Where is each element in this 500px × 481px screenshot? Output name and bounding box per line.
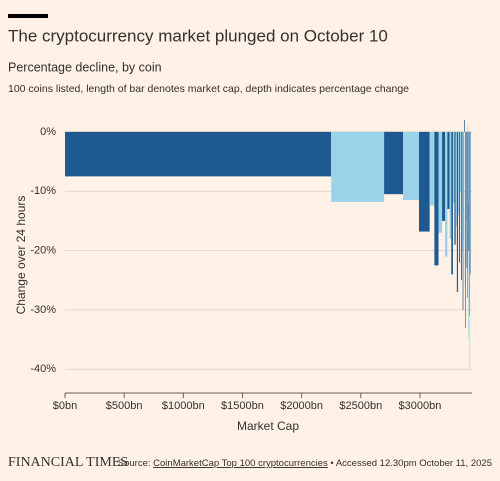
x-tick-label: $2500bn <box>339 400 382 412</box>
description: 100 coins listed, length of bar denotes … <box>8 83 409 95</box>
bar <box>468 131 470 251</box>
bar <box>449 131 452 239</box>
top-rule <box>8 14 48 18</box>
x-tick-label: $2000bn <box>280 400 323 412</box>
x-tick-label: $1000bn <box>162 400 205 412</box>
bar <box>454 131 456 245</box>
bar <box>455 131 457 227</box>
bar <box>465 131 466 328</box>
bar <box>456 131 459 293</box>
bar <box>442 131 446 221</box>
bar <box>452 131 455 204</box>
y-tick-label: -20% <box>30 244 56 256</box>
x-tick-label: $1500bn <box>221 400 264 412</box>
bar <box>461 131 463 251</box>
bar <box>459 131 461 263</box>
bar <box>469 131 471 275</box>
bar <box>384 131 404 195</box>
bar <box>466 131 468 269</box>
bar <box>464 131 466 287</box>
bar <box>460 131 461 192</box>
y-axis-label: Change over 24 hours <box>14 196 28 315</box>
bar <box>464 120 465 132</box>
bar <box>331 131 385 202</box>
x-tick-label: $3000bn <box>399 400 442 412</box>
x-tick-label: $0bn <box>53 400 77 412</box>
source-prefix: Source: <box>118 458 151 469</box>
y-tick-label: -40% <box>30 363 56 375</box>
bar <box>438 131 443 233</box>
bar <box>467 131 469 340</box>
bar <box>445 131 448 257</box>
bar <box>447 131 450 210</box>
chart-title: The cryptocurrency market plunged on Oct… <box>8 26 388 45</box>
source: Source: CoinMarketCap Top 100 cryptocurr… <box>118 458 492 469</box>
bar <box>460 131 462 281</box>
x-tick-label: $500bn <box>106 400 143 412</box>
bar <box>467 131 469 299</box>
x-axis-label: Market Cap <box>237 419 299 433</box>
bar <box>418 131 430 232</box>
bar <box>65 131 332 177</box>
subtitle: Percentage decline, by coin <box>8 60 162 74</box>
bar <box>458 131 460 215</box>
source-suffix: • Accessed 12.30pm October 11, 2025 <box>330 458 492 469</box>
bar <box>451 131 453 275</box>
bar <box>434 131 439 266</box>
bar <box>465 131 467 221</box>
bar <box>468 131 470 204</box>
bar <box>469 131 470 316</box>
y-tick-label: 0% <box>40 126 56 138</box>
bar <box>463 131 465 239</box>
source-link[interactable]: CoinMarketCap Top 100 cryptocurrencies <box>153 458 328 469</box>
bar <box>469 131 471 370</box>
brand: FINANCIAL TIMES <box>8 455 128 470</box>
bar <box>403 131 419 201</box>
bar <box>467 125 468 132</box>
bar <box>462 131 464 310</box>
bar <box>429 131 435 206</box>
y-tick-label: -30% <box>30 304 56 316</box>
y-tick-label: -10% <box>30 185 56 197</box>
